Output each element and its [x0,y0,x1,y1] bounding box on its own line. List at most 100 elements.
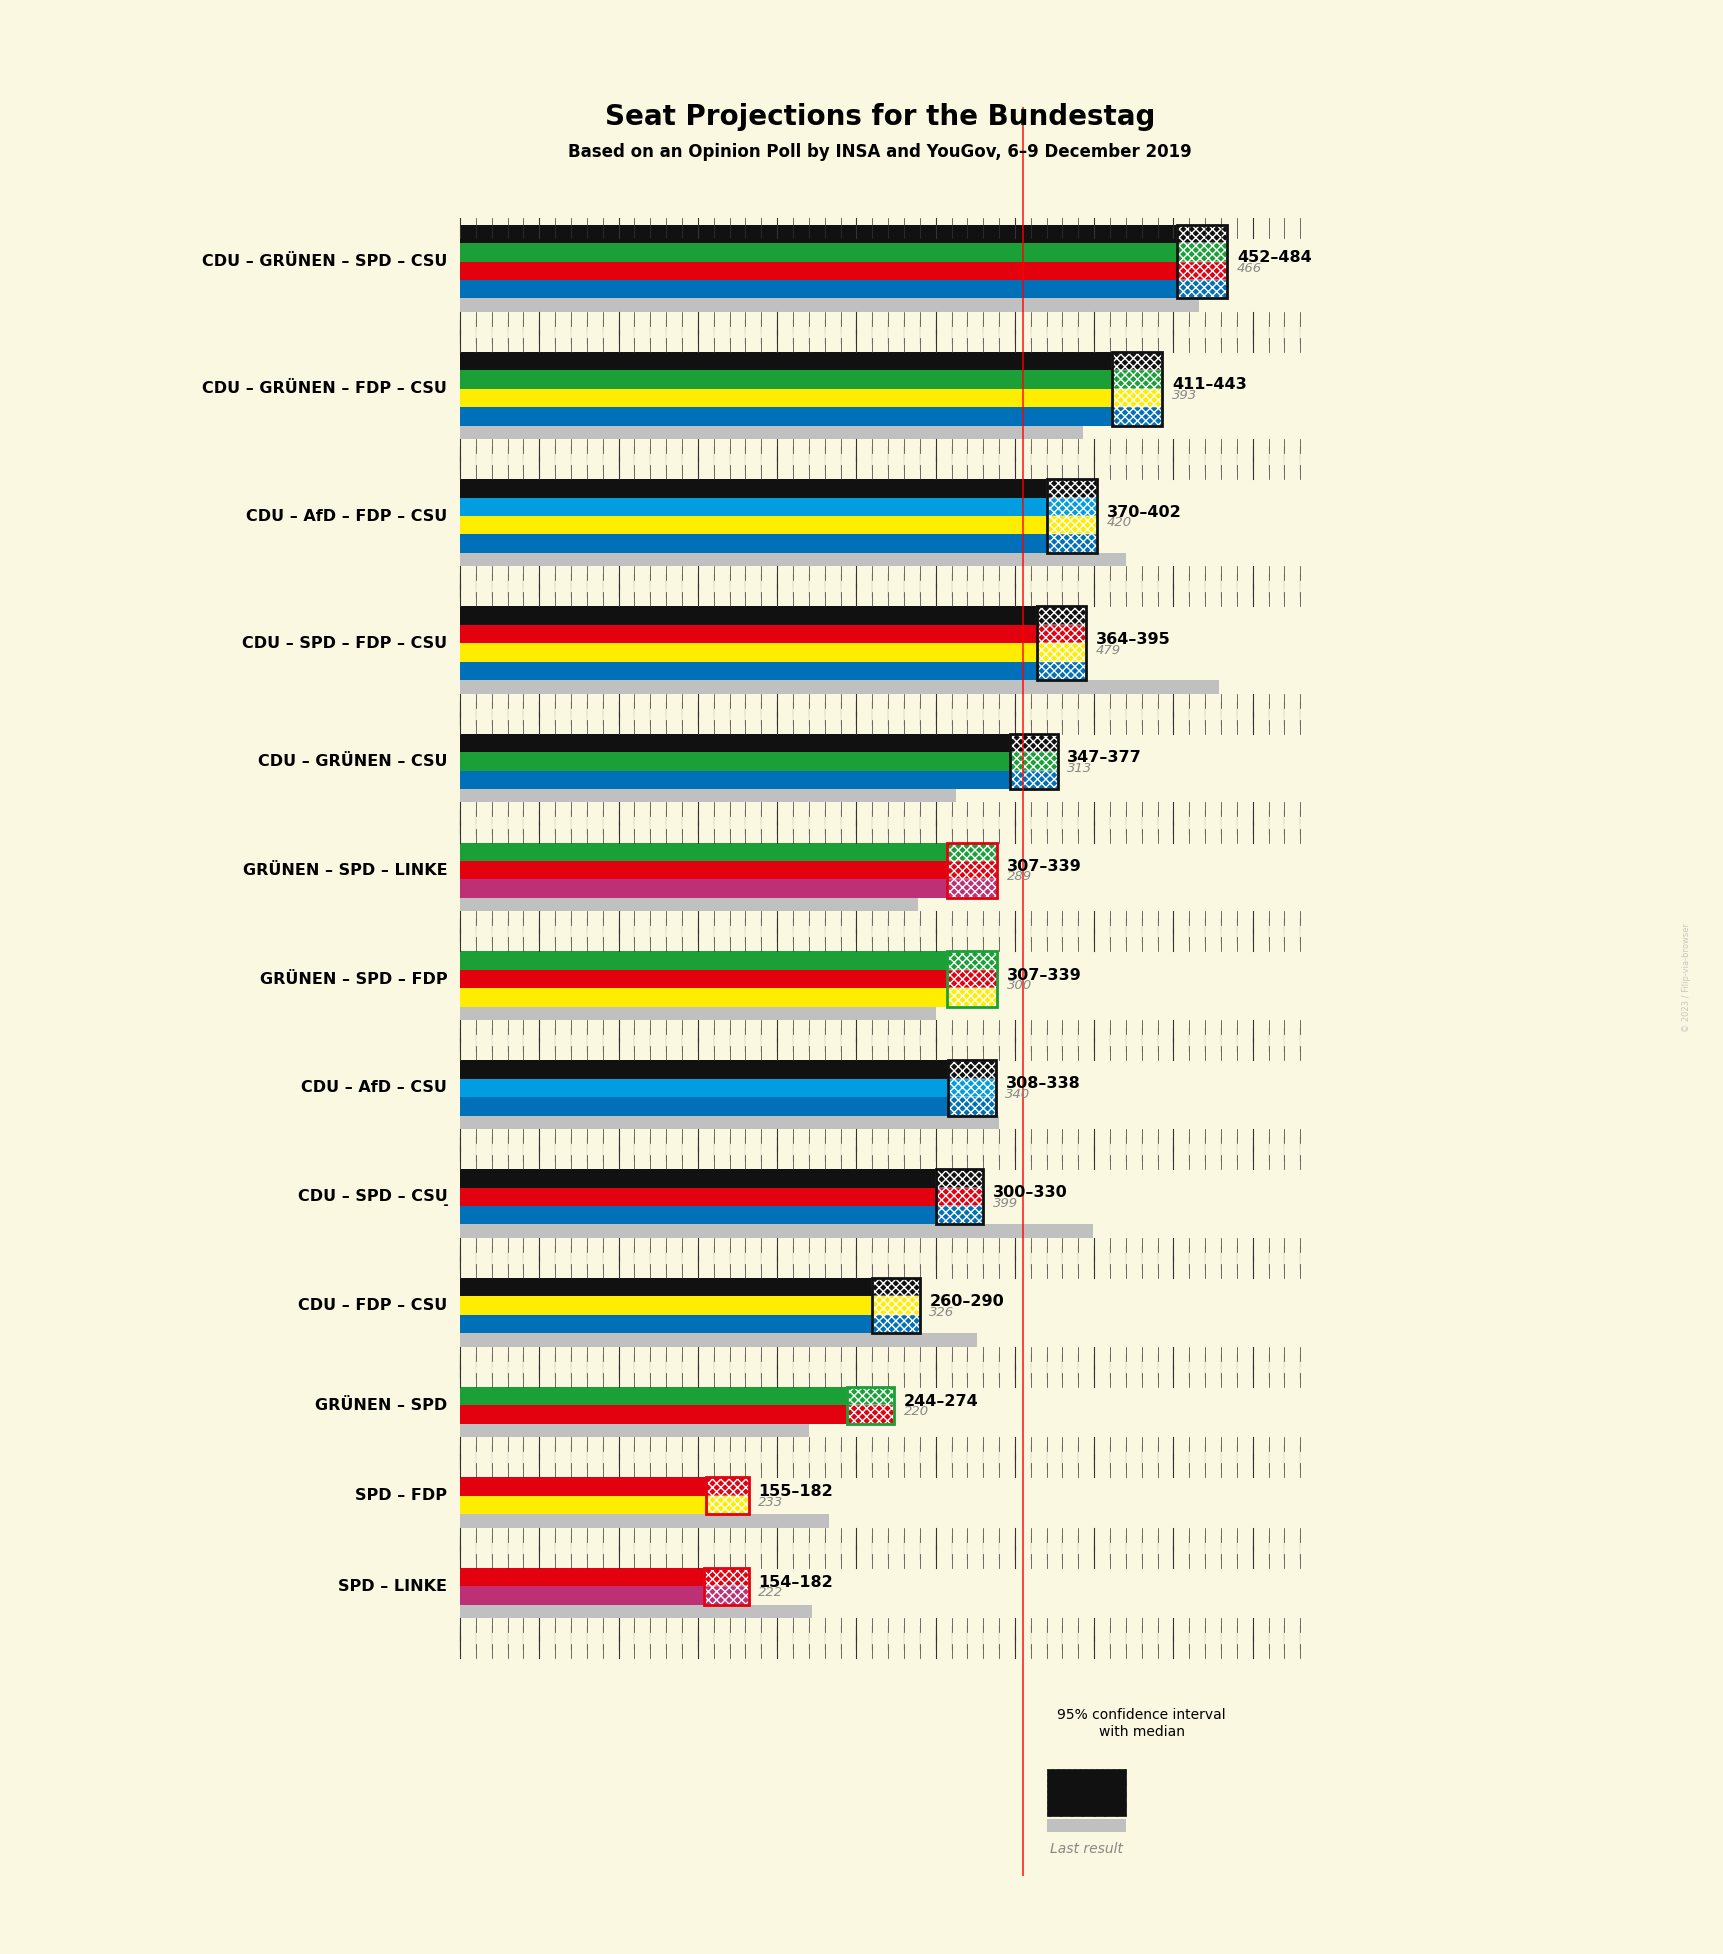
Text: 452–484: 452–484 [1235,250,1311,266]
Text: 307–339: 307–339 [1006,967,1080,983]
Text: CDU – GRÜNEN – FDP – CSU: CDU – GRÜNEN – FDP – CSU [202,381,446,397]
Bar [460,662,1037,680]
Bar [946,952,998,969]
Bar [460,899,918,911]
Bar [460,770,1010,789]
Bar [936,1206,982,1225]
Text: CDU – SPD – FDP – CSU: CDU – SPD – FDP – CSU [243,635,446,651]
Bar [946,989,998,1006]
Bar [1037,643,1085,662]
Bar [1046,1768,1125,1815]
Bar [460,1188,936,1206]
Bar [1046,479,1098,498]
Bar [460,1237,1299,1278]
Bar [946,952,998,1006]
Text: 155–182: 155–182 [758,1485,832,1499]
Bar [946,842,998,899]
Bar [460,862,946,879]
Bar [872,1296,920,1315]
Text: 393: 393 [1172,389,1196,403]
Bar [948,1061,996,1079]
Text: 95% confidence interval
with median: 95% confidence interval with median [1056,1708,1225,1739]
Bar [460,1296,872,1315]
Text: © 2023 / Filip-via-browser: © 2023 / Filip-via-browser [1680,922,1690,1032]
Bar [460,1079,948,1096]
Bar [460,1333,977,1346]
Text: 233: 233 [758,1497,782,1508]
Bar [460,752,1010,770]
Bar [936,1168,982,1225]
Bar [460,1315,872,1333]
Bar [460,969,946,989]
Bar [460,694,1299,735]
Bar [460,567,1299,606]
Bar [460,553,1125,567]
Bar [460,1567,703,1587]
Text: 313: 313 [1067,762,1092,774]
Bar [460,371,1111,389]
Bar [1046,535,1098,553]
Bar [460,479,1046,498]
Bar [460,911,1299,952]
Bar [460,1346,1299,1387]
Bar [460,498,1046,516]
Text: 340: 340 [1005,1088,1030,1102]
Bar [703,1587,748,1604]
Bar [1177,279,1227,299]
Bar [460,789,956,803]
Text: 244–274: 244–274 [903,1393,979,1409]
Text: 411–443: 411–443 [1172,377,1246,393]
Bar [946,879,998,899]
Text: 370–402: 370–402 [1106,504,1180,520]
Bar [872,1315,920,1333]
Bar [846,1387,894,1424]
Bar [460,1618,1299,1659]
Text: 420: 420 [1106,516,1132,530]
Bar [1177,225,1227,299]
Bar [1046,498,1098,516]
Text: 307–339: 307–339 [1006,858,1080,873]
Bar [460,842,946,862]
Bar [872,1278,920,1333]
Bar [1010,770,1058,789]
Bar [460,516,1046,535]
Bar [460,313,1299,352]
Bar [460,225,1177,242]
Text: 222: 222 [758,1587,782,1598]
Bar [948,1061,996,1116]
Text: 300: 300 [1006,979,1032,993]
Text: Seat Projections for the Bundestag: Seat Projections for the Bundestag [605,104,1154,131]
Text: SPD – FDP: SPD – FDP [355,1489,446,1503]
Bar [460,352,1111,371]
Bar [460,440,1299,479]
Bar [872,1278,920,1296]
Bar [460,952,946,969]
Bar [1046,1819,1125,1833]
Text: Last result: Last result [1049,1843,1122,1856]
Text: GRÜNEN – SPD: GRÜNEN – SPD [315,1397,446,1413]
Bar [705,1477,748,1514]
Bar [460,1206,936,1225]
Text: 300–330: 300–330 [992,1186,1067,1200]
Bar [460,1116,999,1129]
Bar [460,1020,1299,1061]
Bar [1046,516,1098,535]
Bar [1010,752,1058,770]
Bar [1177,262,1227,279]
Bar [460,279,1177,299]
Text: CDU – GRÜNEN – CSU: CDU – GRÜNEN – CSU [258,754,446,768]
Bar [460,299,1197,313]
Bar [846,1387,894,1405]
Text: 289: 289 [1006,870,1032,883]
Bar [460,1225,1092,1237]
Bar [460,219,1299,238]
Bar [1037,606,1085,680]
Bar [946,842,998,862]
Bar [1177,225,1227,242]
Text: Based on an Opinion Poll by INSA and YouGov, 6–9 December 2019: Based on an Opinion Poll by INSA and You… [569,143,1191,160]
Bar [460,1495,705,1514]
Bar [460,535,1046,553]
Text: GRÜNEN – SPD – LINKE: GRÜNEN – SPD – LINKE [243,864,446,877]
Bar [1010,735,1058,752]
Bar [1111,389,1161,406]
